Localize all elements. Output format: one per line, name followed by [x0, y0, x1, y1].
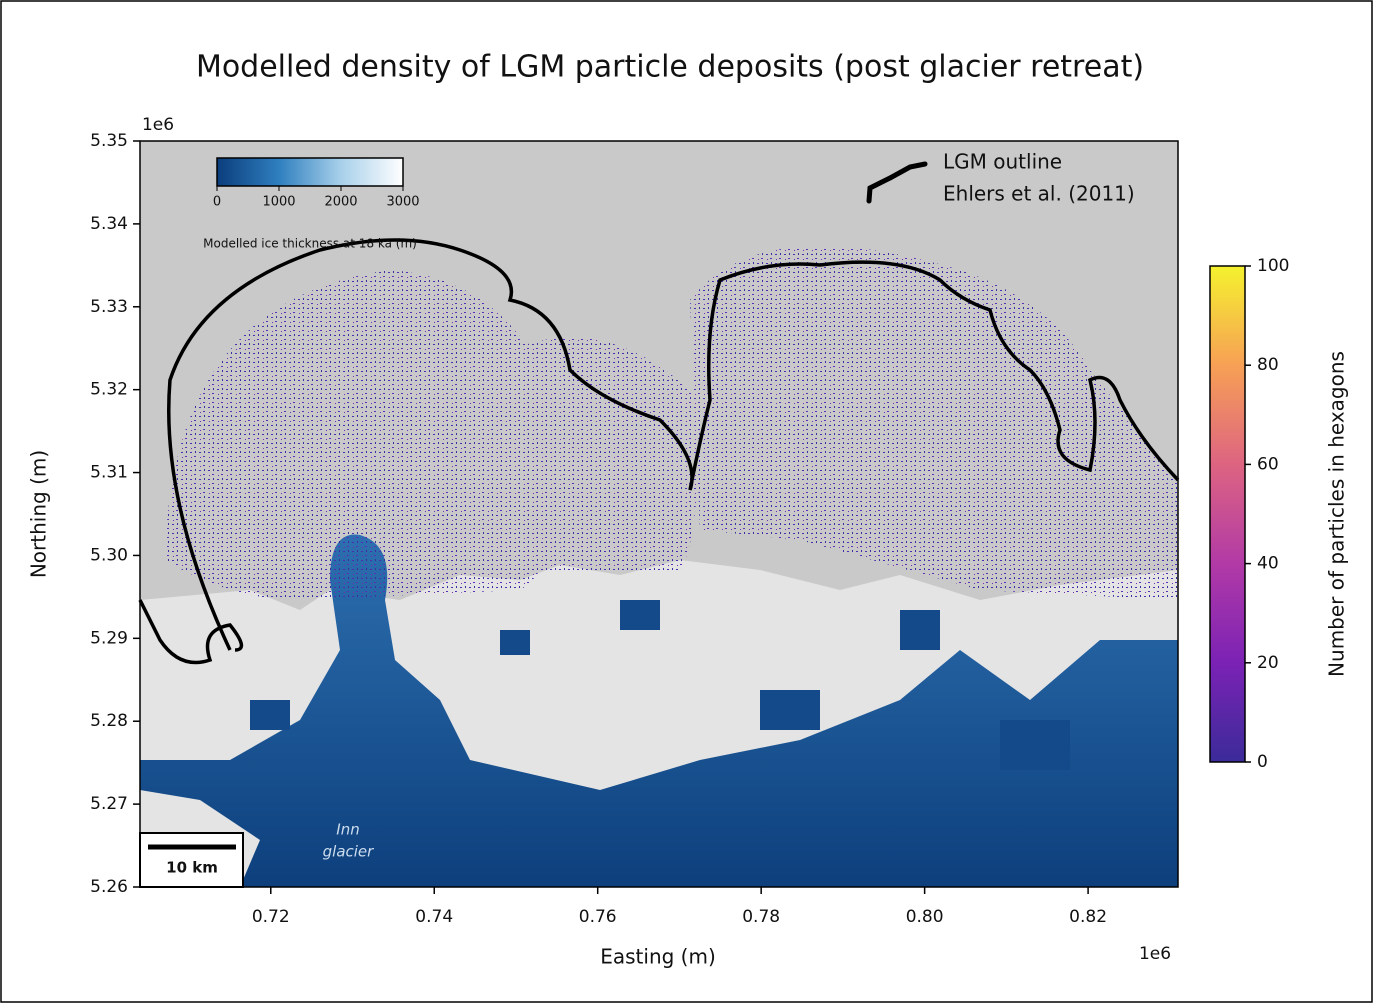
x-offset-label: 1e6 — [1139, 944, 1171, 964]
x-tick-label: 0.80 — [906, 907, 944, 927]
y-tick-label: 5.26 — [90, 877, 128, 897]
figure: Modelled density of LGM particle deposit… — [0, 0, 1373, 1003]
inset-colorbar-tick-label: 0 — [213, 195, 221, 210]
inset-colorbar — [217, 158, 403, 186]
chart-title: Modelled density of LGM particle deposit… — [196, 50, 1144, 85]
y-tick-label: 5.29 — [90, 628, 128, 648]
y-tick-label: 5.32 — [90, 380, 128, 400]
y-tick-label: 5.28 — [90, 711, 128, 731]
map: Inn glacier 10 km — [140, 141, 1178, 887]
x-tick-label: 0.78 — [742, 907, 780, 927]
x-tick-label: 0.76 — [579, 907, 617, 927]
colorbar-tick-label: 20 — [1257, 653, 1279, 673]
x-axis-label: Easting (m) — [600, 945, 716, 969]
colorbar — [1210, 266, 1245, 762]
colorbar-tick-label: 0 — [1257, 752, 1268, 772]
inset-colorbar-label: Modelled ice thickness at 18 ka (m) — [203, 237, 417, 251]
y-tick-label: 5.34 — [90, 214, 128, 234]
y-tick-label: 5.35 — [90, 131, 128, 151]
colorbar-tick-label: 40 — [1257, 554, 1279, 574]
legend-label: LGM outline — [943, 150, 1062, 174]
y-tick-label: 5.30 — [90, 545, 128, 565]
inset-colorbar-tick-label: 3000 — [386, 195, 419, 210]
y-tick-label: 5.31 — [90, 463, 128, 483]
colorbar-tick-label: 100 — [1257, 256, 1289, 276]
y-offset-label: 1e6 — [142, 115, 174, 135]
colorbar-label: Number of particles in hexagons — [1325, 351, 1349, 677]
colorbar-tick-label: 80 — [1257, 355, 1279, 375]
glacier-label: Inn — [336, 821, 359, 839]
glacier-label: glacier — [323, 843, 375, 861]
y-tick-label: 5.33 — [90, 297, 128, 317]
x-tick-label: 0.72 — [252, 907, 290, 927]
y-tick-label: 5.27 — [90, 794, 128, 814]
x-tick-label: 0.82 — [1069, 907, 1107, 927]
inset-colorbar-tick-label: 2000 — [324, 195, 357, 210]
x-tick-label: 0.74 — [415, 907, 453, 927]
y-axis-label: Northing (m) — [27, 450, 51, 578]
inset-colorbar-tick-label: 1000 — [262, 195, 295, 210]
colorbar-tick-label: 60 — [1257, 454, 1279, 474]
scale-bar-label: 10 km — [166, 859, 218, 877]
legend-label: Ehlers et al. (2011) — [943, 182, 1135, 206]
